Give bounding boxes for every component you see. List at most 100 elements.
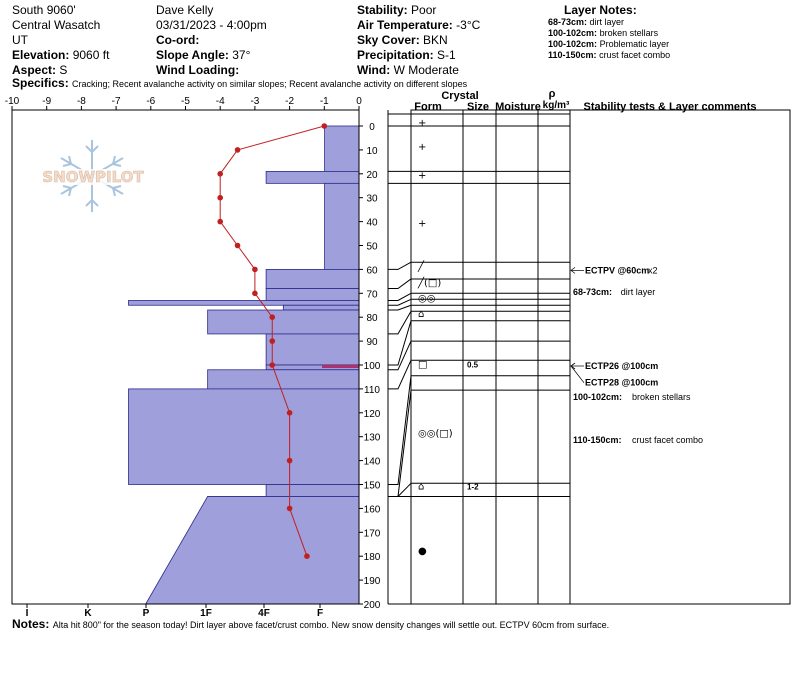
problematic-layer-marker <box>322 365 359 368</box>
temperature-tick-label: -9 <box>42 96 51 107</box>
crystal-header: Crystal <box>441 90 478 102</box>
hardness-layer <box>128 300 360 306</box>
layer-leader-line <box>388 304 412 311</box>
hardness-tick-label: 1F <box>200 608 212 619</box>
elevation-row: Elevation: 9060 ft <box>12 48 109 63</box>
temperature-point <box>252 290 258 297</box>
layer-note-text: dirt layer <box>589 17 625 27</box>
density-unit-header: kg/m³ <box>543 100 570 111</box>
layer-note-text: Problematic layer <box>599 39 670 49</box>
table-frame <box>410 109 791 605</box>
hardness-layers <box>128 125 360 605</box>
temperature-point <box>269 338 276 344</box>
elevation-label: Elevation: <box>12 48 70 62</box>
state: UT <box>12 33 28 47</box>
depth-tick-label: 180 <box>364 552 381 563</box>
temperature-tick-label: -2 <box>285 96 294 107</box>
temperature-tick-label: -10 <box>5 96 20 107</box>
grain-form-symbol: □ <box>418 359 427 370</box>
layer-note-text: crust facet combo <box>599 50 671 60</box>
grain-form-symbol: + <box>418 171 426 182</box>
temperature-profile <box>217 123 328 559</box>
logo-backdrop <box>34 169 152 185</box>
hardness-tick-label: F <box>317 608 323 619</box>
hardness-layer <box>324 125 360 172</box>
precip-label: Precipitation: <box>357 48 434 62</box>
sky-value: BKN <box>423 33 448 47</box>
temperature-point <box>252 266 258 273</box>
temperature-tick-label: -4 <box>216 96 225 107</box>
depth-tick-label: 120 <box>364 409 381 420</box>
grain-form-symbol: ◎◎ <box>418 294 435 305</box>
grain-form-symbol: + <box>418 118 426 129</box>
hardness-tick-label: P <box>143 608 150 619</box>
hardness-layer <box>265 333 360 366</box>
header-observer-block: Dave Kelly 03/31/2023 - 4:00pm Co-ord: S… <box>156 3 267 78</box>
layer-leader-line <box>388 360 412 390</box>
comments-header: Stability tests & Layer comments <box>583 101 756 113</box>
hardness-layer <box>265 484 360 497</box>
rho-header: ρ <box>549 88 556 100</box>
layer-note-item: 100-102cm: Problematic layer <box>548 39 670 50</box>
layer-comment-range: 68-73cm: <box>573 287 612 297</box>
depth-tick-label: 150 <box>364 481 381 492</box>
layer-note-text: broken stellars <box>599 28 659 38</box>
depth-tick-label: 0 <box>369 122 375 133</box>
layer-leader-line <box>388 310 412 335</box>
notes: Notes: Alta hit 800" for the season toda… <box>12 617 609 631</box>
layer-note-range: 100-102cm: <box>548 39 598 49</box>
temperature-point <box>217 194 223 201</box>
grain-size-value: 0.5 <box>467 360 479 369</box>
grain-form-symbol: ● <box>418 546 427 557</box>
sky-label: Sky Cover: <box>357 33 420 47</box>
stability-value: Poor <box>411 3 437 17</box>
observer: Dave Kelly <box>156 3 214 17</box>
header-location-block: South 9060' Central Wasatch UT Elevation… <box>12 3 109 78</box>
stability-test-label: ECTP26 @100cm <box>585 361 658 371</box>
temperature-point <box>286 457 293 464</box>
depth-tick-label: 20 <box>366 170 378 181</box>
layer-note-item: 110-150cm: crust facet combo <box>548 50 670 61</box>
hardness-layer <box>207 309 360 335</box>
column-headers: Crystal Form Size Moisture ρ kg/m³ Stabi… <box>414 88 756 113</box>
temperature-point <box>269 362 276 368</box>
depth-tick-label: 100 <box>364 361 381 372</box>
elevation-value: 9060 ft <box>72 48 110 62</box>
layer-comment-range: 100-102cm: <box>573 392 622 402</box>
slope-label: Slope Angle: <box>156 48 229 62</box>
grain-size-value: 1-2 <box>467 482 479 491</box>
temperature-tick-label: -7 <box>112 96 121 107</box>
temperature-tick-label: -3 <box>250 96 259 107</box>
temperature-point <box>286 410 293 416</box>
layer-notes-title: Layer Notes: <box>564 3 637 17</box>
temperature-tick-label: -8 <box>77 96 86 107</box>
grain-form-symbol: + <box>418 218 426 229</box>
layer-note-item: 100-102cm: broken stellars <box>548 28 670 39</box>
air-temp-label: Air Temperature: <box>357 18 453 32</box>
stability-row: Stability: Poor <box>357 3 480 18</box>
layer-leader-line <box>388 261 412 270</box>
layer-leader-line <box>388 340 412 371</box>
precip-value: S-1 <box>437 48 456 62</box>
test-arrow-head <box>570 267 576 274</box>
notes-label: Notes: <box>12 617 50 631</box>
temperature-point <box>286 505 293 512</box>
grain-form-symbol: ⌂ <box>418 309 424 320</box>
layer-comment-text: dirt layer <box>621 287 656 297</box>
aspect-row: Aspect: S <box>12 63 109 78</box>
range: Central Wasatch <box>12 18 101 32</box>
moisture-header: Moisture <box>495 101 541 113</box>
layer-note-item: 68-73cm: dirt layer <box>548 17 670 28</box>
depth-tick-label: 70 <box>366 289 378 300</box>
specifics: Specifics: Cracking; Recent avalanche ac… <box>12 76 467 90</box>
grain-form-symbol: ⌂ <box>418 481 424 492</box>
location: South 9060' <box>12 3 76 17</box>
layer-note-range: 100-102cm: <box>548 28 598 38</box>
stability-test-label: ECTPV @60cm <box>585 265 649 275</box>
layer-comment-text: broken stellars <box>632 392 691 402</box>
hardness-layer <box>324 182 360 270</box>
depth-tick-label: 110 <box>364 385 380 396</box>
depth-tick-label: 60 <box>366 265 378 276</box>
